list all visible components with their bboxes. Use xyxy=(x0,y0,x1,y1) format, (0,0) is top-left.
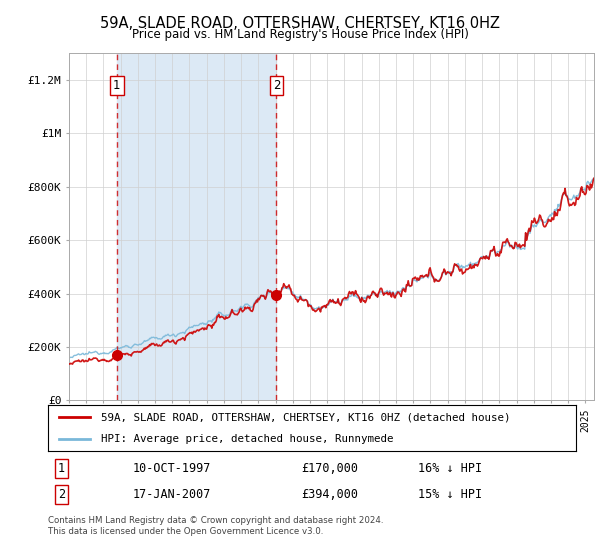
Text: 15% ↓ HPI: 15% ↓ HPI xyxy=(418,488,482,501)
Text: 1: 1 xyxy=(113,79,121,92)
Text: 2: 2 xyxy=(272,79,280,92)
Text: HPI: Average price, detached house, Runnymede: HPI: Average price, detached house, Runn… xyxy=(101,435,394,444)
Text: 1: 1 xyxy=(58,462,65,475)
Text: £394,000: £394,000 xyxy=(301,488,358,501)
Text: 2: 2 xyxy=(58,488,65,501)
Text: 59A, SLADE ROAD, OTTERSHAW, CHERTSEY, KT16 0HZ: 59A, SLADE ROAD, OTTERSHAW, CHERTSEY, KT… xyxy=(100,16,500,31)
Text: 17-JAN-2007: 17-JAN-2007 xyxy=(133,488,211,501)
Text: 16% ↓ HPI: 16% ↓ HPI xyxy=(418,462,482,475)
Text: £170,000: £170,000 xyxy=(301,462,358,475)
Text: 59A, SLADE ROAD, OTTERSHAW, CHERTSEY, KT16 0HZ (detached house): 59A, SLADE ROAD, OTTERSHAW, CHERTSEY, KT… xyxy=(101,412,510,422)
Text: Price paid vs. HM Land Registry's House Price Index (HPI): Price paid vs. HM Land Registry's House … xyxy=(131,28,469,41)
Text: 10-OCT-1997: 10-OCT-1997 xyxy=(133,462,211,475)
Text: Contains HM Land Registry data © Crown copyright and database right 2024.
This d: Contains HM Land Registry data © Crown c… xyxy=(48,516,383,536)
Bar xyxy=(117,53,277,400)
